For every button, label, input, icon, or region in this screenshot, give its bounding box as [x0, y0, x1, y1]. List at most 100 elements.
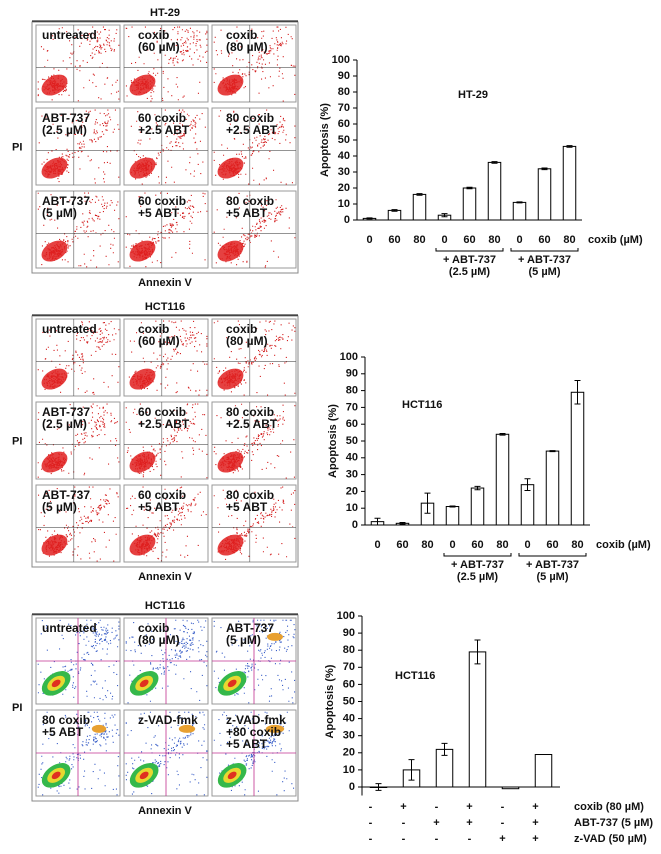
flow-title: HCT116: [145, 600, 185, 612]
panel-label: ABT-737: [226, 621, 274, 635]
panel-label: untreated: [42, 621, 97, 635]
flow-title: HCT116: [145, 301, 185, 313]
bar: [545, 450, 560, 526]
y-axis-label: Apoptosis (%): [327, 404, 339, 478]
x-tick-label: 60: [388, 234, 400, 246]
panel-label: 60 coxib: [138, 405, 186, 419]
panel-label: 60 coxib: [138, 488, 186, 502]
error-bar: [524, 478, 531, 492]
density-core: [227, 679, 237, 688]
bar: [495, 433, 510, 526]
density-core: [51, 771, 61, 780]
condition-sign: +: [400, 801, 406, 813]
group-label: + ABT-737: [443, 254, 496, 266]
x-tick-label: 80: [413, 234, 425, 246]
y-tick-label: 30: [343, 730, 355, 742]
group-bracket: [518, 553, 587, 557]
bar: [534, 754, 553, 788]
error-bar: [474, 639, 481, 665]
density-spot: [265, 724, 285, 733]
x-unit-label: coxib (µM): [596, 539, 651, 551]
panel-label: untreated: [42, 322, 97, 336]
dense-core: [217, 451, 244, 473]
condition-label: z-VAD (50 µM): [574, 833, 647, 845]
error-bar: [441, 213, 448, 218]
error-bar: [399, 521, 406, 525]
group-bracket: [510, 248, 579, 252]
condition-sign: +: [466, 817, 472, 829]
y-tick-label: 70: [343, 661, 355, 673]
y-tick-label: 80: [338, 86, 350, 98]
dot-plot: [211, 190, 297, 269]
y-tick-label: 50: [343, 695, 355, 707]
dot-cloud: [125, 711, 208, 796]
bar: [470, 487, 485, 526]
condition-sign: -: [369, 833, 373, 845]
panel-label: ABT-737: [42, 488, 90, 502]
panel-label: 80 coxib: [226, 488, 274, 502]
y-tick-label: 20: [346, 485, 358, 497]
dense-core: [217, 74, 244, 96]
condition-sign: +: [532, 817, 538, 829]
y-tick-label: 60: [338, 118, 350, 130]
condition-label: ABT-737 (5 µM): [574, 817, 653, 829]
error-bar: [408, 759, 415, 781]
condition-sign: +: [466, 801, 472, 813]
error-bar: [566, 145, 573, 148]
dense-core: [217, 240, 244, 262]
bar: [562, 145, 577, 221]
x-tick-label: 0: [374, 539, 380, 551]
y-axis-label: PI: [12, 702, 22, 714]
dense-core: [217, 534, 244, 556]
panel-label: (80 µM): [226, 40, 268, 54]
y-axis-label: PI: [12, 435, 22, 447]
y-tick-label: 40: [346, 452, 358, 464]
bar: [570, 391, 585, 526]
bar: [387, 209, 402, 221]
panel-label: ABT-737: [42, 405, 90, 419]
dense-core: [41, 240, 68, 262]
panel-label: 80 coxib: [226, 405, 274, 419]
panel-label: +5 ABT: [42, 725, 84, 739]
y-tick-label: 100: [337, 610, 355, 622]
y-tick-label: 40: [343, 713, 355, 725]
y-tick-label: 0: [352, 519, 358, 531]
group-sublabel: (2.5 µM): [457, 571, 499, 583]
y-tick-label: 10: [346, 502, 358, 514]
condition-sign: +: [433, 817, 439, 829]
dense-core: [41, 534, 68, 556]
dot-cloud: [37, 192, 120, 268]
x-tick-label: 60: [463, 234, 475, 246]
y-axis-label: Apoptosis (%): [319, 103, 331, 177]
panel-label: (80 µM): [226, 334, 268, 348]
dense-core: [41, 451, 68, 473]
y-tick-label: 100: [340, 351, 358, 363]
flow-box: [31, 614, 299, 802]
panel-label: (80 µM): [138, 633, 180, 647]
y-tick-label: 80: [346, 385, 358, 397]
panel-label: +2.5 ABT: [226, 123, 278, 137]
dense-core: [41, 74, 68, 96]
x-tick-label: 60: [538, 234, 550, 246]
y-tick-label: 10: [343, 764, 355, 776]
panel-label: 80 coxib: [42, 713, 90, 727]
dense-core: [129, 74, 156, 96]
panel-label: coxib: [226, 28, 257, 42]
condition-sign: -: [468, 833, 472, 845]
density-spot: [178, 724, 196, 733]
x-tick-label: 0: [524, 539, 530, 551]
density-spot: [267, 632, 283, 641]
density-spot: [91, 724, 107, 733]
flow-box: [31, 315, 299, 568]
x-tick-label: 80: [421, 539, 433, 551]
error-bar: [516, 201, 523, 204]
group-sublabel: (2.5 µM): [449, 266, 491, 278]
y-tick-label: 50: [338, 134, 350, 146]
chart-title: HCT116: [395, 670, 435, 682]
x-tick-label: 60: [546, 539, 558, 551]
y-tick-label: 0: [344, 214, 350, 226]
panel-label: (2.5 µM): [42, 417, 87, 431]
panel-label: z-VAD-fmk: [226, 713, 286, 727]
panel-label: +2.5 ABT: [138, 417, 190, 431]
dot-cloud: [37, 403, 120, 478]
